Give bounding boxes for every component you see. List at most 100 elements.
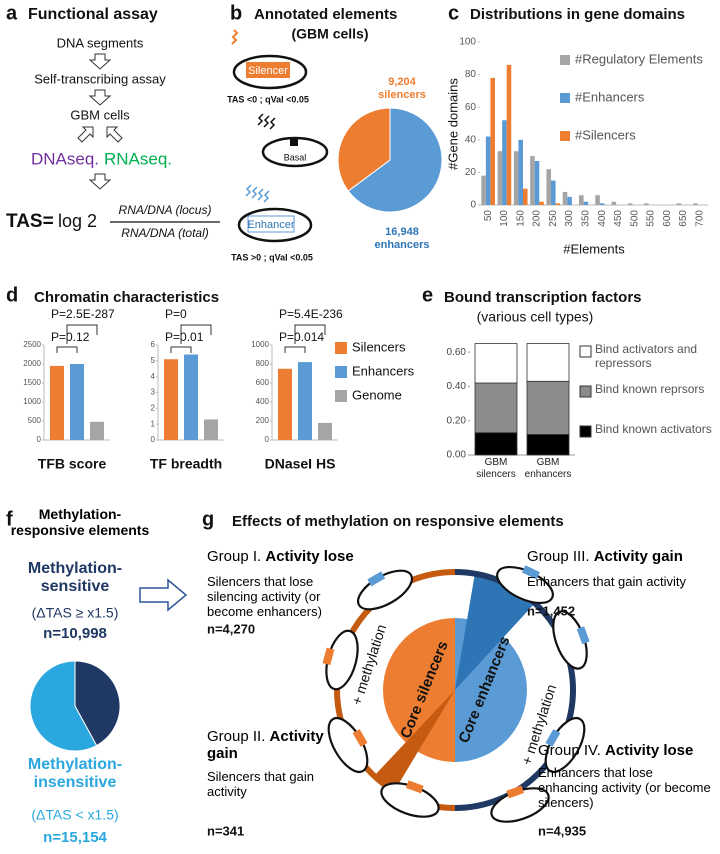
gain-wedge <box>375 690 455 790</box>
panel-letter: e <box>422 284 433 306</box>
formula-denominator: RNA/DNA (total) <box>121 226 209 240</box>
bracket <box>294 324 326 344</box>
category-label-box: Methylation-sensitive <box>27 560 123 596</box>
arrow <box>106 126 123 143</box>
y-tick-label: 0 <box>151 435 156 444</box>
bar <box>599 203 605 205</box>
bar <box>513 151 519 205</box>
y-tick-label: 40 <box>465 134 477 145</box>
pie-slice <box>29 660 98 752</box>
rnaseq-label: RNAseq. <box>104 149 172 168</box>
y-tick-label: 3 <box>151 388 156 397</box>
legend-swatch <box>579 345 592 358</box>
legend-swatch <box>335 390 347 402</box>
bracket <box>56 346 78 353</box>
group-title-box: Group III. Activity gain <box>527 548 717 565</box>
group-description-box: Silencers that lose silencing activity (… <box>207 575 322 619</box>
legend-swatch <box>579 385 592 398</box>
text-part: Group I. <box>207 548 262 565</box>
bar-segment <box>474 343 518 384</box>
y-tick-label: 1000 <box>251 340 269 349</box>
bar <box>204 419 218 440</box>
y-tick-label: 6 <box>151 340 156 349</box>
value-label: n=15,154 <box>43 829 107 846</box>
pie-slice <box>74 660 121 747</box>
element-box <box>290 138 298 146</box>
annotation: P=0.12 <box>51 330 90 344</box>
legend-swatch <box>560 93 570 103</box>
x-tick-label: 700 <box>694 210 705 227</box>
panel-title: Bound transcription factors <box>444 289 642 306</box>
rna-squiggle <box>231 29 239 45</box>
category-label: Methylation-sensitive <box>27 560 123 596</box>
y-axis-title: #Gene domains <box>445 78 460 170</box>
group-title: Group IV. Activity lose <box>538 742 720 759</box>
element-box <box>247 215 295 233</box>
formula-numerator: RNA/DNA (locus) <box>119 203 212 217</box>
bracket <box>180 324 212 344</box>
legend-swatch <box>579 425 592 438</box>
bracket <box>284 346 306 353</box>
panel-letter: g <box>202 508 214 530</box>
group-title-box: Group I. Activity lose <box>207 548 354 565</box>
panel-letter: d <box>6 284 18 306</box>
y-tick-label: 60 <box>465 102 477 113</box>
y-tick-label: 0.60 <box>447 347 467 358</box>
y-tick-label: 0 <box>37 435 42 444</box>
panel-title: Functional assay <box>28 6 158 23</box>
y-tick-label: 400 <box>256 397 270 406</box>
bar <box>522 188 528 205</box>
gain-wedge <box>455 573 535 690</box>
bar <box>490 77 495 205</box>
group-count: n=1,452 <box>527 603 575 618</box>
y-tick-label: 2 <box>151 403 156 412</box>
criterion: TAS >0 ; qVal <0.05 <box>231 252 313 262</box>
text-part: Group II. <box>207 728 266 745</box>
bar-segment <box>474 382 518 434</box>
y-tick-label: 0 <box>470 200 476 211</box>
text-part: Activity lose <box>265 548 354 565</box>
bar <box>278 368 292 440</box>
bar-segment <box>526 343 570 382</box>
x-axis-title: TF breadth <box>150 456 222 472</box>
panel-title: Annotated elements <box>254 6 397 23</box>
category-label: Methylation-insensitive <box>27 756 123 792</box>
y-tick-label: 0.20 <box>447 415 467 426</box>
group-description: Silencers that gain activity <box>207 770 314 799</box>
criterion: (ΔTAS < x1.5) <box>31 807 118 823</box>
legend-label-box: Bind known reprsors <box>595 383 705 396</box>
x-tick-label-box: GBM silencers <box>476 457 516 480</box>
step: DNA segments <box>57 35 144 50</box>
pie-slice <box>347 107 443 213</box>
legend-label: Bind known reprsors <box>595 383 705 396</box>
bar <box>579 195 584 205</box>
bar <box>627 203 633 205</box>
group-description: Enhancers that gain activity <box>527 575 686 589</box>
bar <box>562 191 568 205</box>
group-count: n=4,935 <box>538 823 586 838</box>
bar <box>481 175 486 205</box>
y-tick-label: 0 <box>265 435 270 444</box>
y-tick-label: 1500 <box>23 378 41 387</box>
y-tick-label: 5 <box>151 356 156 365</box>
bar-segment <box>526 434 570 456</box>
text-part: Group IV. <box>538 742 601 759</box>
legend-label: #Enhancers <box>575 89 645 104</box>
x-tick-label: GBM enhancers <box>524 457 572 480</box>
bar <box>539 201 544 205</box>
element-label: Basal <box>284 152 307 162</box>
legend-label-box: Bind activators and repressors <box>595 343 697 370</box>
x-tick-label: GBM silencers <box>476 457 516 480</box>
x-tick-label: 50 <box>483 210 494 222</box>
x-tick-label: 100 <box>499 210 510 227</box>
legend-swatch <box>335 366 347 378</box>
panel-subtitle: (GBM cells) <box>291 26 368 42</box>
y-tick-label: 600 <box>256 378 270 387</box>
x-tick-label: 500 <box>629 210 640 227</box>
group-title: Group III. Activity gain <box>527 548 717 565</box>
x-tick-label: 350 <box>580 210 591 227</box>
y-tick-label: 100 <box>459 37 476 48</box>
text-part: Activity gain <box>207 728 324 763</box>
x-tick-label: 550 <box>646 210 657 227</box>
